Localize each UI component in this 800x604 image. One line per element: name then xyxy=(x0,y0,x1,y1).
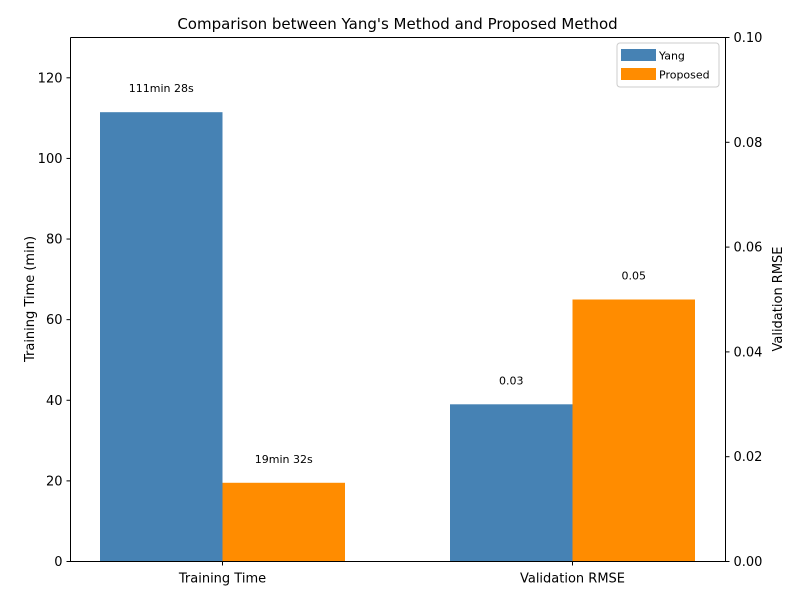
right-axis-title: Validation RMSE xyxy=(771,246,786,351)
legend-label-proposed: Proposed xyxy=(659,69,710,82)
chart-title: Comparison between Yang's Method and Pro… xyxy=(177,15,617,33)
bars-layer xyxy=(100,112,695,562)
left-axis-title: Training Time (min) xyxy=(23,236,38,363)
left-tick-label: 40 xyxy=(46,394,63,409)
bar-yang-0 xyxy=(100,112,223,562)
right-tick-label: 0.02 xyxy=(734,450,763,465)
left-tick-label: 20 xyxy=(46,474,63,489)
bar-yang-1 xyxy=(450,404,573,562)
data-label-proposed-1: 0.05 xyxy=(622,270,647,283)
legend-swatch-yang xyxy=(621,49,656,61)
left-tick-label: 60 xyxy=(46,313,63,328)
right-tick-label: 0.06 xyxy=(734,241,763,256)
x-tick-label: Training Time xyxy=(178,572,266,587)
right-tick-label: 0.08 xyxy=(734,136,763,151)
data-label-proposed-0: 19min 32s xyxy=(255,453,313,466)
bar-proposed-1 xyxy=(572,299,695,562)
data-label-yang-0: 111min 28s xyxy=(129,82,194,95)
right-tick-label: 0.10 xyxy=(734,31,763,46)
legend-label-yang: Yang xyxy=(658,50,685,63)
data-labels-layer: 111min 28s 0.03 19min 32s 0.05 xyxy=(129,82,646,466)
x-tick-label: Validation RMSE xyxy=(520,572,625,587)
right-tick-label: 0.04 xyxy=(734,345,763,360)
bar-proposed-0 xyxy=(222,482,345,562)
left-tick-label: 80 xyxy=(46,233,63,248)
left-tick-label: 0 xyxy=(54,555,62,570)
legend-swatch-proposed xyxy=(621,68,656,80)
right-tick-label: 0.00 xyxy=(734,555,763,570)
left-tick-label: 120 xyxy=(38,71,63,86)
left-tick-label: 100 xyxy=(38,152,63,167)
axes-layer: 0 20 40 60 80 100 120 0.00 0.02 0.04 0.06 0.08 0.10 T… xyxy=(38,31,763,587)
data-label-yang-1: 0.03 xyxy=(499,374,524,387)
legend: Yang Proposed xyxy=(616,42,720,88)
